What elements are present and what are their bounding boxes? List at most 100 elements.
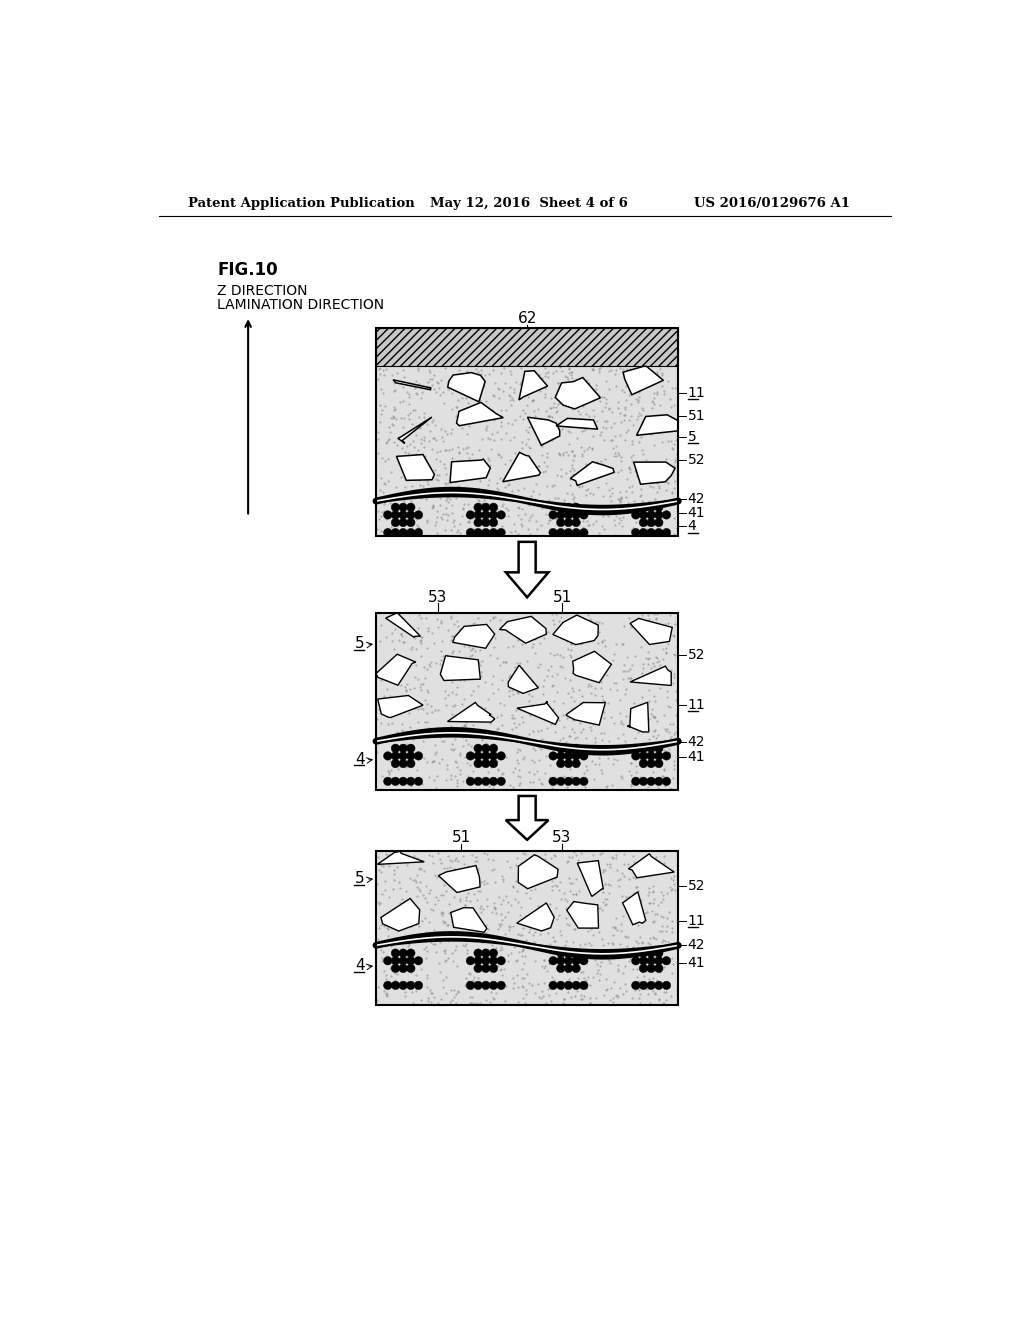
Polygon shape	[623, 892, 646, 925]
Bar	[376, 327, 678, 367]
Circle shape	[639, 777, 648, 785]
Circle shape	[564, 957, 572, 965]
Circle shape	[489, 751, 498, 760]
Circle shape	[489, 759, 498, 768]
Circle shape	[647, 949, 655, 957]
Circle shape	[571, 981, 581, 990]
Polygon shape	[572, 651, 611, 682]
Circle shape	[580, 957, 588, 965]
Circle shape	[399, 744, 408, 752]
Circle shape	[556, 949, 565, 957]
Circle shape	[571, 777, 581, 785]
Circle shape	[399, 528, 408, 537]
Circle shape	[549, 528, 557, 537]
Circle shape	[663, 511, 671, 519]
Bar	[376, 612, 678, 789]
Circle shape	[571, 511, 581, 519]
Circle shape	[556, 759, 565, 768]
Circle shape	[474, 759, 482, 768]
Circle shape	[414, 528, 423, 537]
Circle shape	[632, 528, 640, 537]
Text: 62: 62	[517, 312, 537, 326]
Circle shape	[647, 503, 655, 512]
Polygon shape	[578, 861, 603, 896]
Circle shape	[663, 981, 671, 990]
Circle shape	[399, 511, 408, 519]
Text: 41: 41	[687, 751, 706, 764]
Text: 42: 42	[687, 939, 706, 952]
Circle shape	[489, 957, 498, 965]
Polygon shape	[630, 667, 672, 685]
Circle shape	[639, 949, 648, 957]
Polygon shape	[393, 380, 431, 389]
Circle shape	[481, 777, 490, 785]
Polygon shape	[553, 615, 598, 644]
Circle shape	[497, 981, 506, 990]
Circle shape	[556, 981, 565, 990]
Polygon shape	[556, 418, 598, 429]
Text: 53: 53	[552, 830, 571, 845]
Circle shape	[663, 751, 671, 760]
Circle shape	[564, 777, 572, 785]
Circle shape	[639, 759, 648, 768]
Polygon shape	[506, 796, 549, 840]
Circle shape	[647, 777, 655, 785]
Circle shape	[481, 957, 490, 965]
Circle shape	[571, 751, 581, 760]
Polygon shape	[396, 454, 434, 480]
Polygon shape	[567, 902, 598, 928]
Circle shape	[466, 528, 475, 537]
Circle shape	[414, 777, 423, 785]
Text: 4: 4	[354, 958, 365, 973]
Polygon shape	[629, 854, 674, 878]
Circle shape	[489, 777, 498, 785]
Circle shape	[639, 744, 648, 752]
Circle shape	[466, 511, 475, 519]
Text: 51: 51	[687, 409, 706, 424]
Circle shape	[639, 511, 648, 519]
Polygon shape	[500, 616, 547, 643]
Circle shape	[654, 777, 664, 785]
Circle shape	[564, 528, 572, 537]
Polygon shape	[508, 665, 539, 693]
Polygon shape	[506, 543, 549, 598]
Circle shape	[466, 751, 475, 760]
Text: 4: 4	[354, 751, 365, 767]
Circle shape	[647, 519, 655, 527]
Text: FIG.10: FIG.10	[217, 261, 278, 279]
Circle shape	[497, 957, 506, 965]
Circle shape	[647, 511, 655, 519]
Circle shape	[407, 964, 415, 973]
Circle shape	[481, 519, 490, 527]
Polygon shape	[570, 462, 614, 486]
Polygon shape	[637, 414, 678, 436]
Circle shape	[632, 981, 640, 990]
Polygon shape	[381, 899, 420, 931]
Polygon shape	[519, 371, 548, 400]
Polygon shape	[447, 372, 485, 401]
Polygon shape	[634, 462, 675, 484]
Text: 52: 52	[687, 648, 706, 663]
Circle shape	[407, 949, 415, 957]
Circle shape	[564, 744, 572, 752]
Circle shape	[556, 744, 565, 752]
Text: LAMINATION DIRECTION: LAMINATION DIRECTION	[217, 298, 384, 312]
Circle shape	[639, 957, 648, 965]
Polygon shape	[555, 378, 600, 409]
Circle shape	[391, 503, 399, 512]
Circle shape	[556, 503, 565, 512]
Circle shape	[474, 528, 482, 537]
Circle shape	[481, 949, 490, 957]
Circle shape	[663, 528, 671, 537]
Circle shape	[564, 981, 572, 990]
Text: 11: 11	[687, 698, 706, 711]
Circle shape	[647, 981, 655, 990]
Circle shape	[564, 503, 572, 512]
Circle shape	[654, 528, 664, 537]
Circle shape	[384, 751, 392, 760]
Circle shape	[564, 949, 572, 957]
Circle shape	[564, 751, 572, 760]
Polygon shape	[386, 612, 421, 638]
Circle shape	[399, 503, 408, 512]
Circle shape	[580, 751, 588, 760]
